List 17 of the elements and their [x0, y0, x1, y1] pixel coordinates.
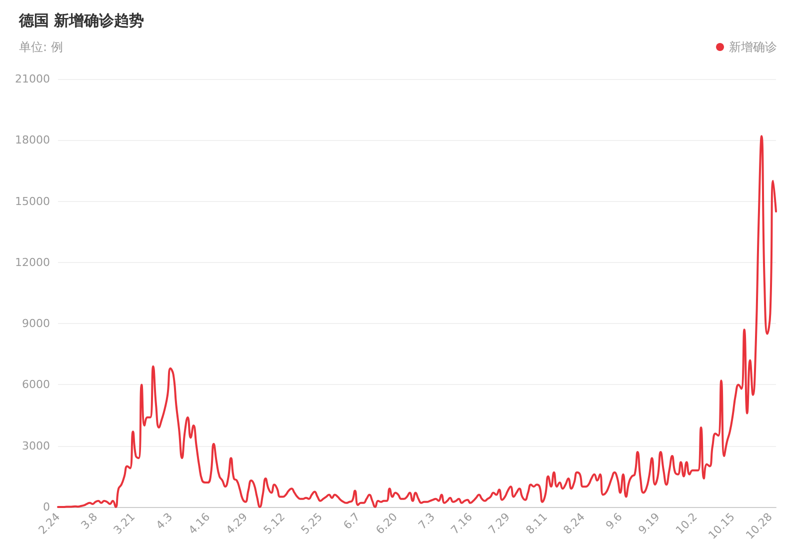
- line-series: [57, 135, 777, 508]
- y-tick-label: 6000: [22, 378, 50, 392]
- chart-subtitle: 单位: 例: [19, 40, 63, 54]
- y-tick-label: 21000: [15, 72, 50, 86]
- y-tick-label: 9000: [22, 317, 50, 330]
- y-tick-label: 15000: [15, 194, 50, 208]
- legend-label: 新增确诊: [729, 40, 777, 54]
- y-tick-label: 0: [43, 500, 50, 514]
- x-tick-label: 9.6: [603, 510, 625, 532]
- x-tick-label: 4.3: [154, 510, 176, 532]
- x-tick-label: 6.7: [340, 510, 362, 532]
- x-tick-label: 3.8: [78, 510, 100, 532]
- chart-title: 德国 新增确诊趋势: [18, 12, 144, 30]
- y-tick-label: 18000: [15, 134, 50, 147]
- y-tick-label: 3000: [22, 439, 50, 452]
- y-tick-label: 12000: [15, 256, 50, 269]
- x-tick-label: 7.3: [416, 510, 438, 532]
